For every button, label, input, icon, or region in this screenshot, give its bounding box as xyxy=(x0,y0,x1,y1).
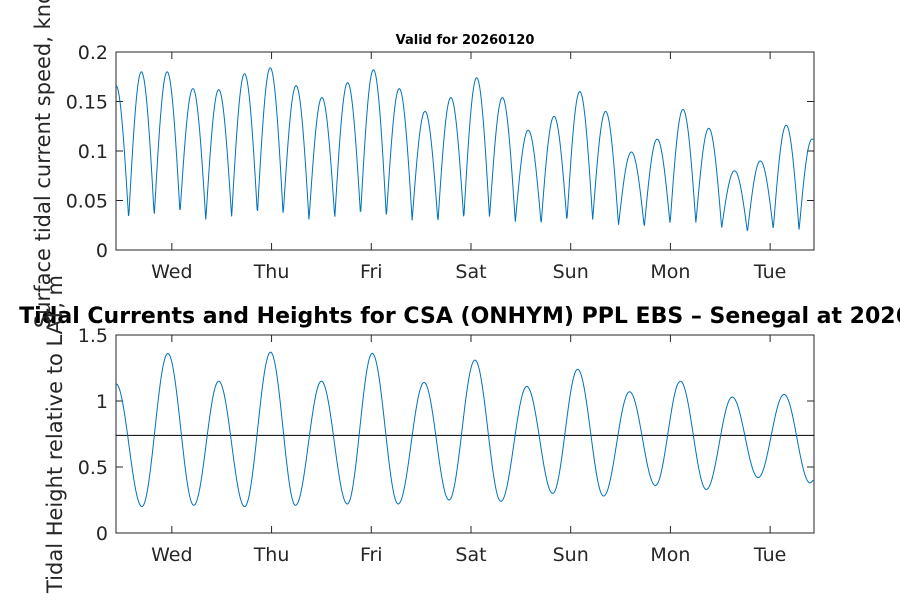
tidal-height-ylabel: Tidal Height relative to LAT, m xyxy=(43,275,67,594)
current-speed-ytick-label: 0 xyxy=(96,240,108,262)
current-speed-ylabel: Surface tidal current speed, knots xyxy=(31,0,55,328)
current-speed-xtick-label: Fri xyxy=(360,261,383,283)
current-speed-xtick-label: Mon xyxy=(650,261,690,283)
current-speed-xtick-label: Sat xyxy=(455,261,486,283)
tidal-height-axes: 0 0.5 1 1.5 Wed Thu Fri Sat Sun Mon Tue xyxy=(78,325,815,566)
current-speed-ytick-label: 0.1 xyxy=(78,141,108,163)
tidal-height-xtick-label: Sat xyxy=(455,544,486,566)
tidal-height-series-line xyxy=(115,351,815,508)
current-speed-ytick-label: 0.15 xyxy=(66,92,108,114)
current-speed-xtick-label: Wed xyxy=(151,261,192,283)
current-speed-ytick-label: 0.05 xyxy=(66,191,108,213)
current-speed-ytick-label: 0.2 xyxy=(78,42,108,64)
current-speed-xtick-label: Tue xyxy=(753,261,786,283)
tidal-height-xtick-label: Fri xyxy=(360,544,383,566)
tidal-height-ticks: 0 0.5 1 1.5 Wed Thu Fri Sat Sun Mon Tue xyxy=(78,325,814,566)
current-speed-xtick-label: Thu xyxy=(253,261,290,283)
tidal-height-xtick-label: Thu xyxy=(253,544,290,566)
current-speed-ticks: 0 0.05 0.1 0.15 0.2 Wed Thu Fri Sat Sun Mon Tue xyxy=(66,42,814,283)
current-speed-plot-area xyxy=(115,51,815,251)
current-speed-axes: 0 0.05 0.1 0.15 0.2 Wed Thu Fri Sat Sun Mon Tue xyxy=(66,42,815,283)
tidal-height-xtick-label: Tue xyxy=(753,544,786,566)
tidal-height-xtick-label: Wed xyxy=(151,544,192,566)
current-speed-xtick-label: Sun xyxy=(553,261,589,283)
tidal-height-xtick-label: Sun xyxy=(553,544,589,566)
top-chart-title: Valid for 20260120 xyxy=(396,33,535,48)
tidal-height-ytick-label: 0.5 xyxy=(78,457,108,479)
current-speed-series-line xyxy=(115,67,814,232)
tidal-height-ytick-label: 1 xyxy=(96,391,108,413)
tidal-height-ytick-label: 0 xyxy=(96,523,108,545)
tidal-height-plot-area xyxy=(115,334,815,534)
main-figure-title: Tidal Currents and Heights for CSA (ONHY… xyxy=(19,304,900,329)
tidal-height-ytick-label: 1.5 xyxy=(78,325,108,347)
tidal-height-xtick-label: Mon xyxy=(650,544,690,566)
